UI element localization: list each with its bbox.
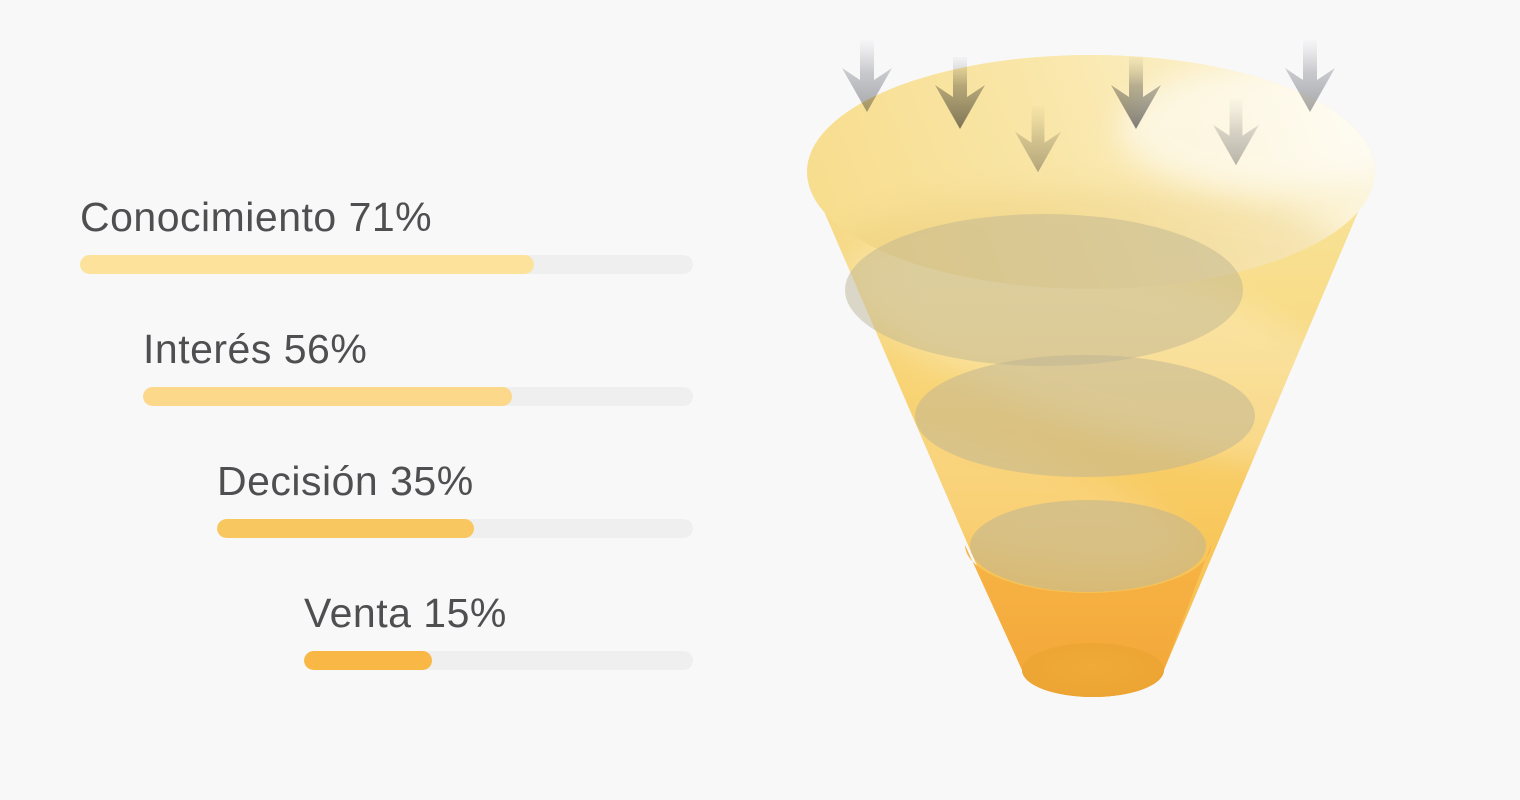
stage-label: Venta 15%	[304, 590, 507, 636]
stage-label: Interés 56%	[143, 326, 368, 372]
stage-row-interes: Interés 56%	[143, 326, 693, 406]
progress-fill	[143, 387, 512, 406]
progress-fill	[217, 519, 475, 538]
stage-row-conocimiento: Conocimiento 71%	[80, 194, 693, 274]
stage-label: Decisión 35%	[217, 458, 474, 504]
stage-row-venta: Venta 15%	[304, 590, 693, 670]
progress-track	[143, 387, 693, 406]
stage-row-decision: Decisión 35%	[217, 458, 693, 538]
progress-fill	[80, 255, 534, 274]
progress-fill	[304, 651, 433, 670]
progress-track	[80, 255, 693, 274]
progress-track	[217, 519, 693, 538]
funnel-bottom-opening	[1022, 643, 1164, 697]
progress-track	[304, 651, 693, 670]
funnel-cone	[807, 55, 1375, 697]
liquid-level-3	[970, 500, 1206, 592]
stage-label: Conocimiento 71%	[80, 194, 433, 240]
liquid-level-1	[845, 214, 1243, 366]
liquid-level-2	[915, 355, 1255, 477]
